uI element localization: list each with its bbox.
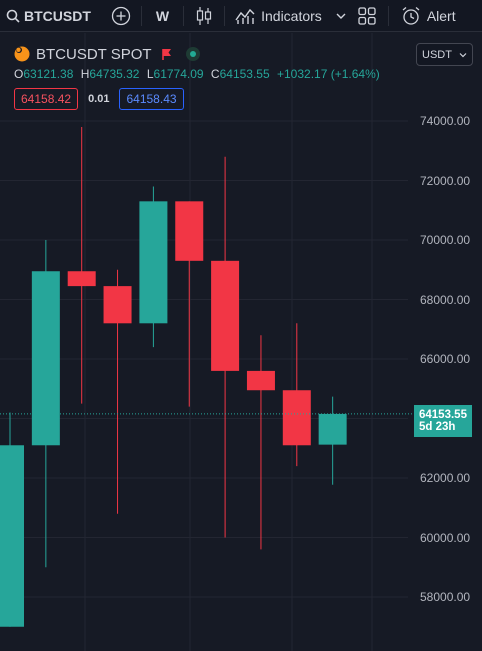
price-axis-label: 58000.00 xyxy=(420,590,471,604)
alert-button[interactable]: Alert xyxy=(393,0,456,32)
price-axis-label: 66000.00 xyxy=(420,352,471,366)
price-axis-label: 68000.00 xyxy=(420,292,471,307)
candle-body-down xyxy=(175,201,204,261)
toolbar-separator xyxy=(140,5,142,26)
last-price-tag: 64153.55 5d 23h xyxy=(414,405,472,437)
open-label: O xyxy=(14,67,24,81)
symbol-name: BTCUSDT xyxy=(24,7,91,24)
last-price-value: 64153.55 xyxy=(419,409,467,421)
ohlc-values: O63121.38 H64735.32 L61774.09 C64153.55 … xyxy=(14,67,384,81)
top-toolbar: BTCUSDT W Indicators xyxy=(0,0,482,32)
indicators-templates-button[interactable] xyxy=(328,0,350,32)
chevron-down-icon xyxy=(336,13,346,19)
candle-body-up xyxy=(31,271,60,446)
interval-button[interactable]: W xyxy=(146,0,179,32)
high-value: 64735.32 xyxy=(89,67,140,81)
sell-price-button[interactable]: 64158.42 xyxy=(14,88,79,110)
search-icon xyxy=(6,9,20,23)
layout-button[interactable] xyxy=(350,0,384,32)
candle-body-up xyxy=(318,413,347,445)
chevron-down-icon xyxy=(459,52,467,57)
candle-body-up xyxy=(139,201,168,324)
alert-clock-icon xyxy=(402,6,420,25)
price-axis-label: 62000.00 xyxy=(420,471,471,485)
candles xyxy=(0,126,347,627)
change-value: +1032.17 (+1.64%) xyxy=(277,67,380,81)
add-symbol-icon xyxy=(111,6,131,25)
chart-grid xyxy=(0,33,408,651)
spread-value: 0.01 xyxy=(88,93,110,105)
price-axis-label: 60000.00 xyxy=(420,530,471,545)
flag-icon[interactable] xyxy=(161,48,172,60)
toolbar-separator xyxy=(387,5,389,26)
chart-legend: BTCUSDT SPOT xyxy=(14,44,200,64)
toolbar-separator xyxy=(183,5,185,26)
low-label: L xyxy=(146,67,154,81)
bitcoin-logo-icon xyxy=(14,46,30,62)
indicators-label: Indicators xyxy=(261,7,322,24)
candles-icon xyxy=(197,6,212,25)
candle-body-down xyxy=(67,271,96,287)
buy-price-button[interactable]: 64158.43 xyxy=(119,88,184,110)
candle-body-down xyxy=(282,390,311,446)
market-status-icon[interactable] xyxy=(185,47,200,61)
layout-icon xyxy=(358,6,376,25)
low-value: 61774.09 xyxy=(153,67,204,81)
candle-body-up xyxy=(0,445,24,627)
indicators-icon xyxy=(235,8,255,24)
interval-label: W xyxy=(155,7,170,24)
close-value: 64153.55 xyxy=(219,67,270,81)
compare-symbol-button[interactable] xyxy=(105,0,137,32)
candle-body-down xyxy=(246,370,275,391)
currency-value: USDT xyxy=(422,48,452,61)
chart-type-button[interactable] xyxy=(188,0,220,32)
bar-countdown: 5d 23h xyxy=(419,421,456,433)
high-label: H xyxy=(80,67,90,81)
indicators-button[interactable]: Indicators xyxy=(229,0,328,32)
symbol-search-button[interactable]: BTCUSDT xyxy=(0,0,97,32)
legend-title[interactable]: BTCUSDT SPOT xyxy=(36,45,152,63)
trade-buttons: 64158.42 0.01 64158.43 xyxy=(14,88,184,110)
alert-label: Alert xyxy=(426,7,456,24)
candle-body-down xyxy=(103,286,132,324)
toolbar-separator xyxy=(224,5,226,26)
price-axis-label: 70000.00 xyxy=(420,233,471,247)
price-axis-label: 72000.00 xyxy=(420,173,471,188)
price-axis-label: 74000.00 xyxy=(420,114,471,128)
candle-body-down xyxy=(211,260,240,371)
market-open-dot xyxy=(189,51,196,57)
currency-select[interactable]: USDT xyxy=(416,43,473,66)
open-value: 63121.38 xyxy=(23,67,74,81)
close-label: C xyxy=(210,67,220,81)
